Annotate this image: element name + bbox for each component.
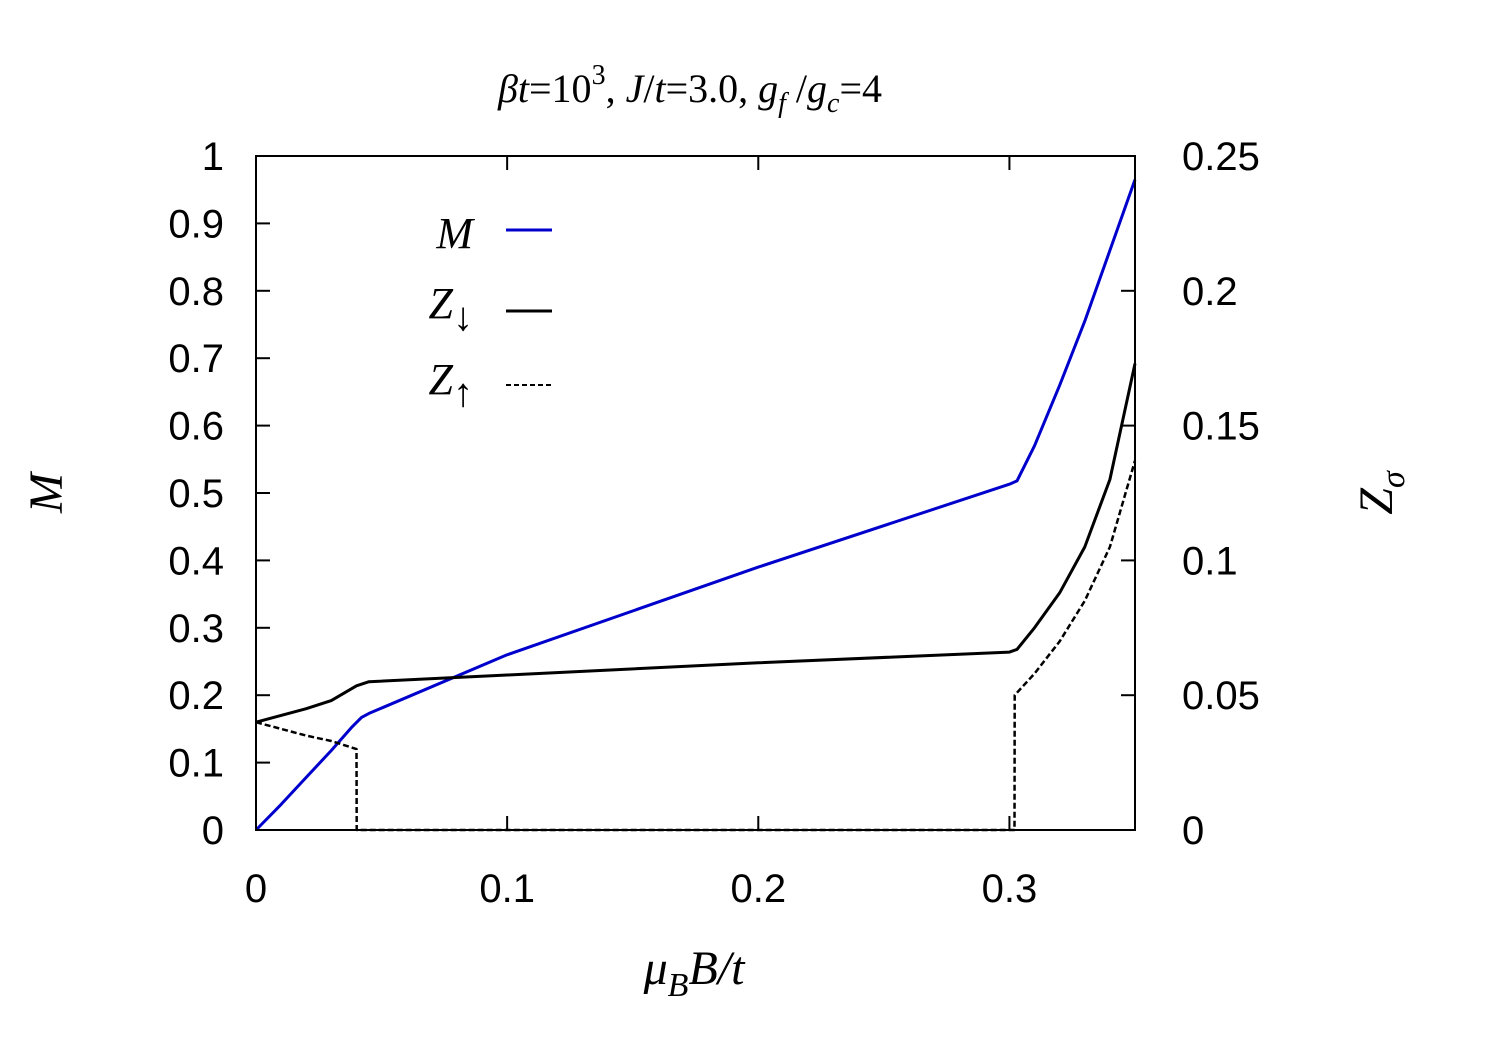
y-left-tick-label-8: 0.8	[168, 270, 224, 314]
chart-title: βt=103, J/t=3.0, gf /gc=4	[497, 60, 882, 119]
legend-label-m: M	[435, 209, 475, 258]
y-left-tick-label-6: 0.6	[168, 405, 224, 449]
y-left-tick-label-2: 0.2	[168, 674, 224, 718]
y-right-tick-label-4: 0.2	[1182, 270, 1238, 314]
y-left-tick-label-1: 0.1	[168, 742, 224, 786]
legend: M Z↓ Z↑	[429, 209, 552, 415]
series-line-zdown	[255, 363, 1137, 724]
y-left-tick-label-0: 0	[202, 809, 224, 853]
series-line-m	[254, 179, 1137, 832]
y-left-tick-label-9: 0.9	[168, 202, 224, 246]
tick-labels: 0 0.1 0.2 0.3 0 0.1 0.2 0.3 0.4 0.5 0.6 0.7 0.8 0.9 1 0…	[168, 135, 1259, 911]
y-right-axis-label: Zσ	[1350, 470, 1412, 515]
x-tick-label-1: 0.1	[479, 867, 535, 911]
y-left-tick-label-4: 0.4	[168, 539, 224, 583]
y-left-tick-label-3: 0.3	[168, 607, 224, 651]
x-tick-label-3: 0.3	[982, 867, 1038, 911]
plot-frame	[255, 155, 1136, 831]
y-right-tick-label-1: 0.05	[1182, 674, 1260, 718]
y-left-axis-label: M	[20, 470, 73, 514]
y-right-tick-label-0: 0	[1182, 809, 1204, 853]
legend-label-z-up: Z↑	[429, 355, 473, 415]
legend-label-z-down: Z↓	[429, 279, 473, 339]
series-line-zup	[255, 460, 1137, 832]
x-axis-label: μBB/t	[643, 942, 747, 1004]
axis-ticks	[255, 155, 1135, 831]
series-layer	[254, 179, 1137, 832]
y-left-tick-label-7: 0.7	[168, 337, 224, 381]
y-left-tick-label-10: 1	[202, 135, 224, 179]
y-right-tick-label-5: 0.25	[1182, 135, 1260, 179]
y-left-tick-label-5: 0.5	[168, 472, 224, 516]
y-right-tick-label-2: 0.1	[1182, 539, 1238, 583]
y-right-tick-label-3: 0.15	[1182, 405, 1260, 449]
x-tick-label-2: 0.2	[730, 867, 786, 911]
x-tick-label-0: 0	[245, 867, 267, 911]
